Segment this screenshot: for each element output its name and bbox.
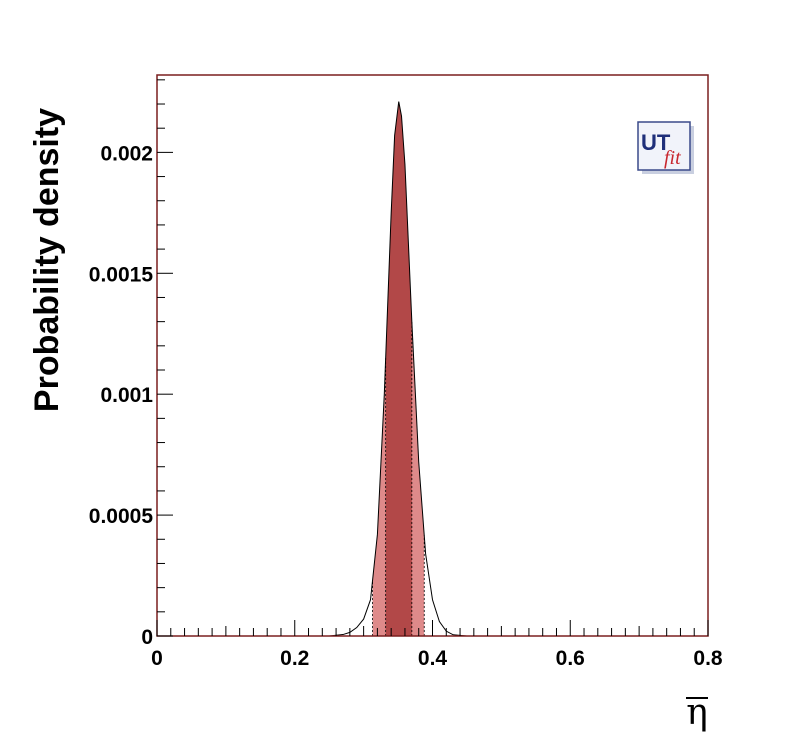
density-curve (157, 101, 708, 637)
plot-frame (156, 74, 709, 637)
y-tick-label: 0.001 (100, 384, 153, 407)
confidence-intervals (372, 101, 425, 637)
x-tick-label: 0.6 (556, 647, 585, 670)
y-tick-label: 0.0005 (89, 505, 154, 528)
x-axis-title-text: η (686, 692, 708, 733)
utfit-logo: UT fit (637, 121, 694, 174)
y-tick-label: 0.0015 (89, 263, 154, 286)
y-tick-labels: 0 0.0005 0.001 0.0015 0.002 (89, 142, 154, 649)
x-tick-label: 0.2 (280, 647, 309, 670)
interval-68-fill (385, 101, 412, 637)
logo-fit-text: fit (664, 147, 681, 169)
x-tick-label: 0.4 (418, 647, 448, 670)
x-tick-label: 0.8 (693, 647, 723, 670)
axis-ticks (156, 79, 709, 637)
x-tick-label: 0 (151, 647, 163, 670)
x-axis-title: η (686, 692, 708, 733)
y-tick-label: 0 (141, 626, 153, 649)
logo-ut-text: UT (641, 130, 671, 155)
x-tick-labels: 0 0.2 0.4 0.6 0.8 (151, 647, 723, 670)
y-tick-label: 0.002 (100, 142, 153, 165)
y-axis-title: Probability density (28, 108, 66, 412)
